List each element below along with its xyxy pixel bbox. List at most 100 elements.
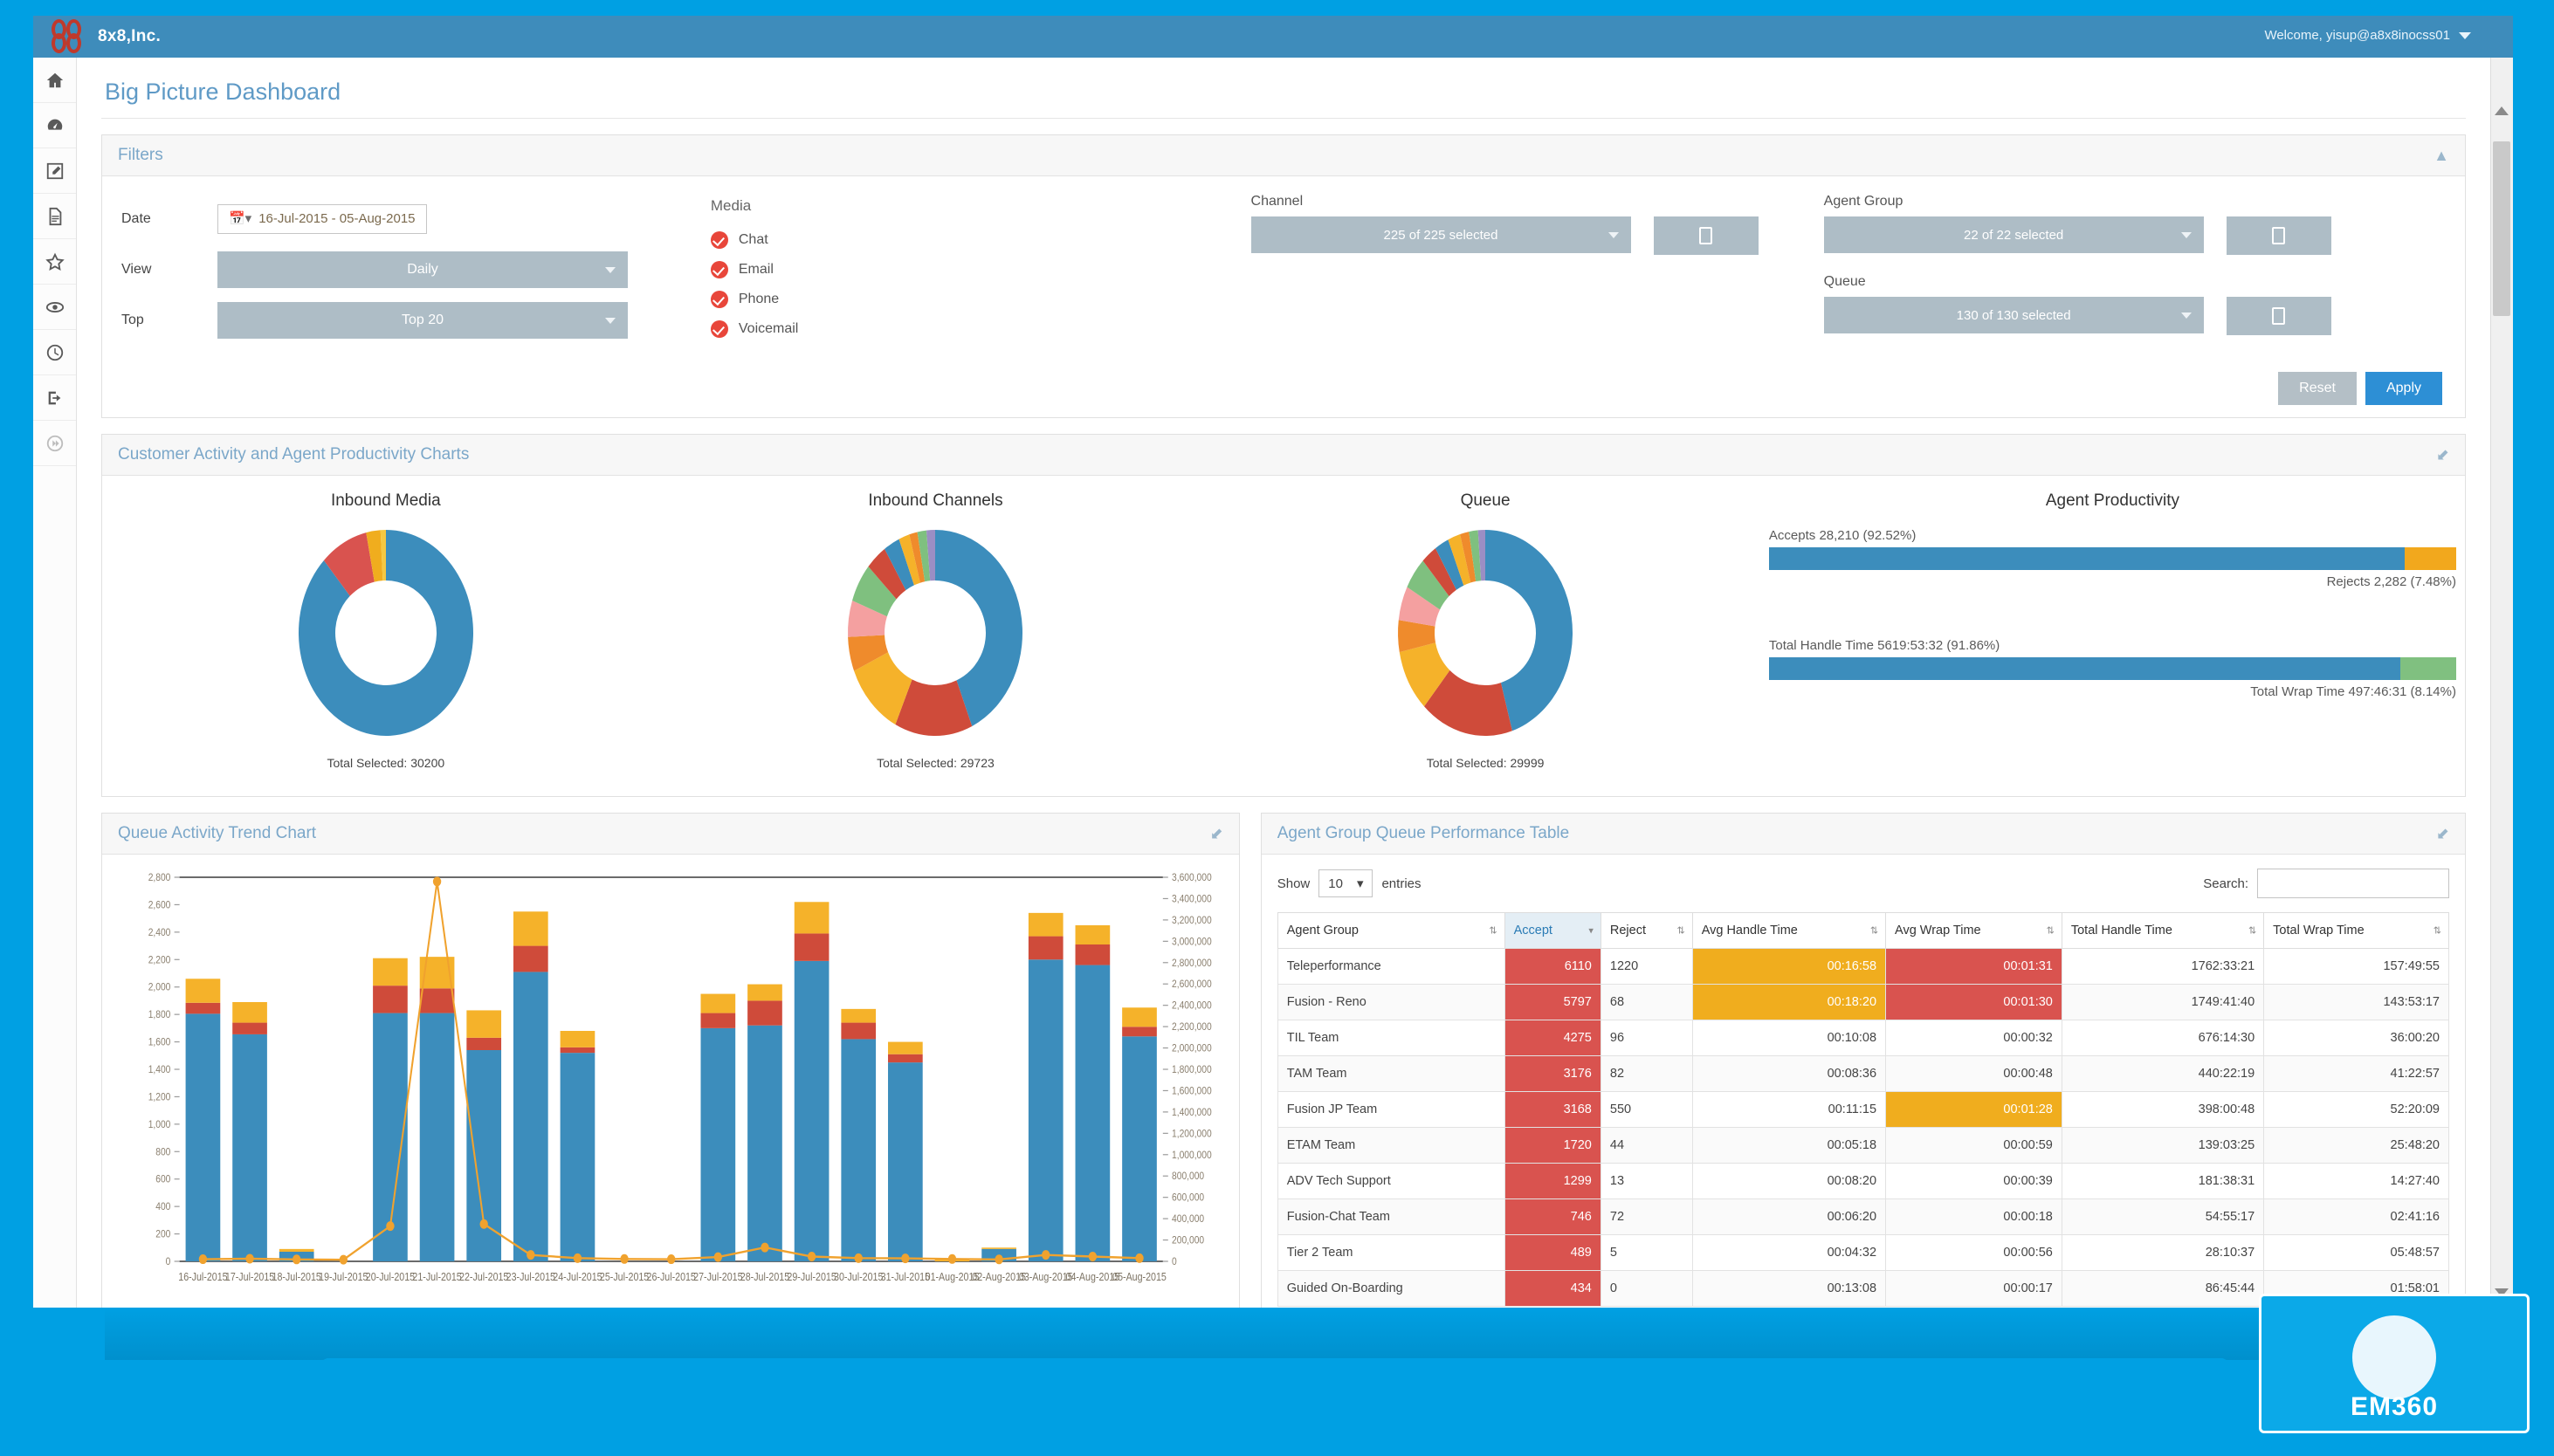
- eye-icon: [45, 301, 64, 312]
- sidebar-item-monitor[interactable]: [33, 285, 76, 330]
- top-select[interactable]: Top 20: [217, 302, 628, 339]
- show-entries-control: Show 10 ▾ entries: [1277, 869, 1422, 897]
- cell-avg-handle-time: 00:08:36: [1691, 1055, 1887, 1092]
- page-scrollbar[interactable]: [2490, 58, 2513, 1308]
- table-row[interactable]: Fusion - Reno 5797 68 00:18:20 00:01:30 1749:…: [1277, 984, 2449, 1020]
- channel-row: 225 of 225 selected: [1250, 216, 1824, 255]
- apply-button[interactable]: Apply: [2365, 372, 2442, 405]
- sidebar-item-home[interactable]: [33, 58, 76, 103]
- sidebar-item-history[interactable]: [33, 330, 76, 375]
- channel-list-button[interactable]: [1653, 216, 1759, 255]
- cell-total-handle-time: 139:03:25: [2061, 1127, 2265, 1164]
- chevron-up-icon[interactable]: ▲: [2434, 146, 2449, 164]
- handle-wrap-bar: [1768, 657, 2456, 680]
- table-controls: Show 10 ▾ entries Search:: [1277, 869, 2449, 898]
- cell-agent-group: Fusion-Chat Team: [1277, 1198, 1505, 1235]
- column-agent-group[interactable]: Agent Group ⇅: [1277, 912, 1505, 949]
- expand-arrows-icon[interactable]: ⬋: [2435, 824, 2449, 842]
- channel-select[interactable]: 225 of 225 selected: [1250, 216, 1631, 253]
- date-range-input[interactable]: 📅▾ 16-Jul-2015 - 05-Aug-2015: [217, 204, 427, 234]
- queue-list-button[interactable]: [2226, 297, 2331, 335]
- cell-avg-wrap-time: 00:00:56: [1885, 1234, 2062, 1271]
- column-reject[interactable]: Reject ⇅: [1600, 912, 1693, 949]
- media-checkbox-phone[interactable]: Phone: [710, 285, 1251, 314]
- cell-total-handle-time: 54:55:17: [2061, 1198, 2265, 1235]
- top-label: Top: [121, 312, 144, 327]
- sidebar-item-dashboard[interactable]: [33, 103, 76, 148]
- agent-group-list-button[interactable]: [2226, 216, 2331, 255]
- table-row[interactable]: Fusion-Chat Team 746 72 00:06:20 00:00:18 54:…: [1277, 1198, 2449, 1235]
- svg-text:3,400,000: 3,400,000: [1172, 894, 1212, 905]
- svg-text:27-Jul-2015: 27-Jul-2015: [693, 1271, 742, 1283]
- table-row[interactable]: TIL Team 4275 96 00:10:08 00:00:32 676:14:30 3…: [1277, 1020, 2449, 1056]
- line-point: [527, 1250, 535, 1260]
- donut-slice: [298, 530, 473, 736]
- scroll-down-icon[interactable]: [2495, 1288, 2509, 1297]
- logout-icon: [48, 391, 60, 404]
- agent-group-select[interactable]: 22 of 22 selected: [1823, 216, 2204, 253]
- entries-label: entries: [1381, 876, 1422, 891]
- bar-segment: [185, 1013, 221, 1261]
- search-input[interactable]: [2257, 869, 2449, 898]
- cell-reject: 82: [1600, 1055, 1693, 1092]
- sidebar-item-favorites[interactable]: [33, 239, 76, 285]
- table-row[interactable]: Fusion JP Team 3168 550 00:11:15 00:01:28 398…: [1277, 1091, 2449, 1128]
- line-point: [1042, 1250, 1050, 1260]
- svg-text:2,400: 2,400: [148, 927, 171, 938]
- filters-panel: Filters ▲ Date 📅▾ 16-Jul-2015 - 05-Aug-2…: [101, 134, 2466, 418]
- view-select[interactable]: Daily: [217, 251, 628, 288]
- table-row[interactable]: Guided On-Boarding 434 0 00:13:08 00:00:17 86…: [1277, 1270, 2449, 1307]
- column-accept[interactable]: Accept ▾: [1504, 912, 1601, 949]
- badge-logo-icon: [2352, 1315, 2436, 1399]
- media-checkbox-voicemail[interactable]: Voicemail: [710, 314, 1251, 344]
- user-menu[interactable]: Welcome, yisup@a8x8inocss01: [2264, 28, 2471, 43]
- cell-avg-wrap-time: 00:00:32: [1885, 1020, 2062, 1056]
- entries-select[interactable]: 10 ▾: [1318, 869, 1373, 897]
- column-avg-wrap-time[interactable]: Avg Wrap Time ⇅: [1885, 912, 2062, 949]
- svg-text:1,600,000: 1,600,000: [1172, 1086, 1212, 1097]
- media-filter-group: Media Chat Email Phone: [710, 194, 1251, 354]
- line-point: [479, 1219, 488, 1229]
- sidebar-item-reports[interactable]: [33, 194, 76, 239]
- table-row[interactable]: Teleperformance 6110 1220 00:16:58 00:01:31 1…: [1277, 948, 2449, 985]
- media-label-email: Email: [738, 262, 774, 277]
- media-checkbox-email[interactable]: Email: [710, 255, 1251, 285]
- media-label: Media: [710, 197, 752, 214]
- trend-chart-body: 0 200 400 600 800 1,000 1,200 1,400 1,600 1,800 2,…: [102, 855, 1239, 1308]
- table-row[interactable]: TAM Team 3176 82 00:08:36 00:00:48 440:22:19 4…: [1277, 1055, 2449, 1092]
- bottom-row: Queue Activity Trend Chart ⬋ 0 200 400 600 8…: [101, 813, 2466, 1308]
- scroll-up-icon[interactable]: [2495, 106, 2509, 115]
- table-row[interactable]: Tier 2 Team 489 5 00:04:32 00:00:56 28:10:37 0…: [1277, 1234, 2449, 1271]
- queue-select[interactable]: 130 of 130 selected: [1823, 297, 2204, 333]
- sidebar-item-edit[interactable]: [33, 148, 76, 194]
- expand-arrows-icon[interactable]: ⬋: [1209, 824, 1223, 842]
- column-avg-handle-time[interactable]: Avg Handle Time ⇅: [1691, 912, 1887, 949]
- scrollbar-thumb[interactable]: [2493, 141, 2510, 316]
- brand-logo[interactable]: 8x8,Inc.: [51, 19, 161, 54]
- expand-arrows-icon[interactable]: ⬋: [2435, 445, 2449, 464]
- donut-slice: [848, 635, 889, 671]
- table-row[interactable]: ETAM Team 1720 44 00:05:18 00:00:59 139:03:25…: [1277, 1127, 2449, 1164]
- cell-avg-handle-time: 00:13:08: [1691, 1270, 1887, 1307]
- cell-agent-group: Fusion - Reno: [1277, 984, 1505, 1020]
- donut-slice: [1422, 548, 1457, 597]
- reset-button[interactable]: Reset: [2278, 372, 2357, 405]
- cell-total-handle-time: 28:10:37: [2061, 1234, 2265, 1271]
- svg-text:3,200,000: 3,200,000: [1172, 915, 1212, 926]
- column-total-handle-time[interactable]: Total Handle Time ⇅: [2061, 912, 2265, 949]
- bar-segment: [419, 988, 455, 1013]
- table-row[interactable]: ADV Tech Support 1299 13 00:08:20 00:00:39 18…: [1277, 1163, 2449, 1199]
- column-total-wrap-time[interactable]: Total Wrap Time ⇅: [2263, 912, 2449, 949]
- chevron-down-icon: [2180, 312, 2192, 319]
- cell-total-wrap-time: 143:53:17: [2263, 984, 2449, 1020]
- cell-avg-handle-time: 00:10:08: [1691, 1020, 1887, 1056]
- sidebar-item-logout[interactable]: [33, 375, 76, 421]
- channel-value: 225 of 225 selected: [1383, 227, 1498, 243]
- svg-text:2,400,000: 2,400,000: [1172, 1000, 1212, 1012]
- bar-segment: [1075, 925, 1111, 944]
- monitor-stand-notch: [244, 1358, 2305, 1397]
- cell-reject: 1220: [1600, 948, 1693, 985]
- donut-slice: [918, 530, 931, 582]
- sidebar-item-expand[interactable]: [33, 421, 76, 466]
- media-checkbox-chat[interactable]: Chat: [710, 225, 1251, 255]
